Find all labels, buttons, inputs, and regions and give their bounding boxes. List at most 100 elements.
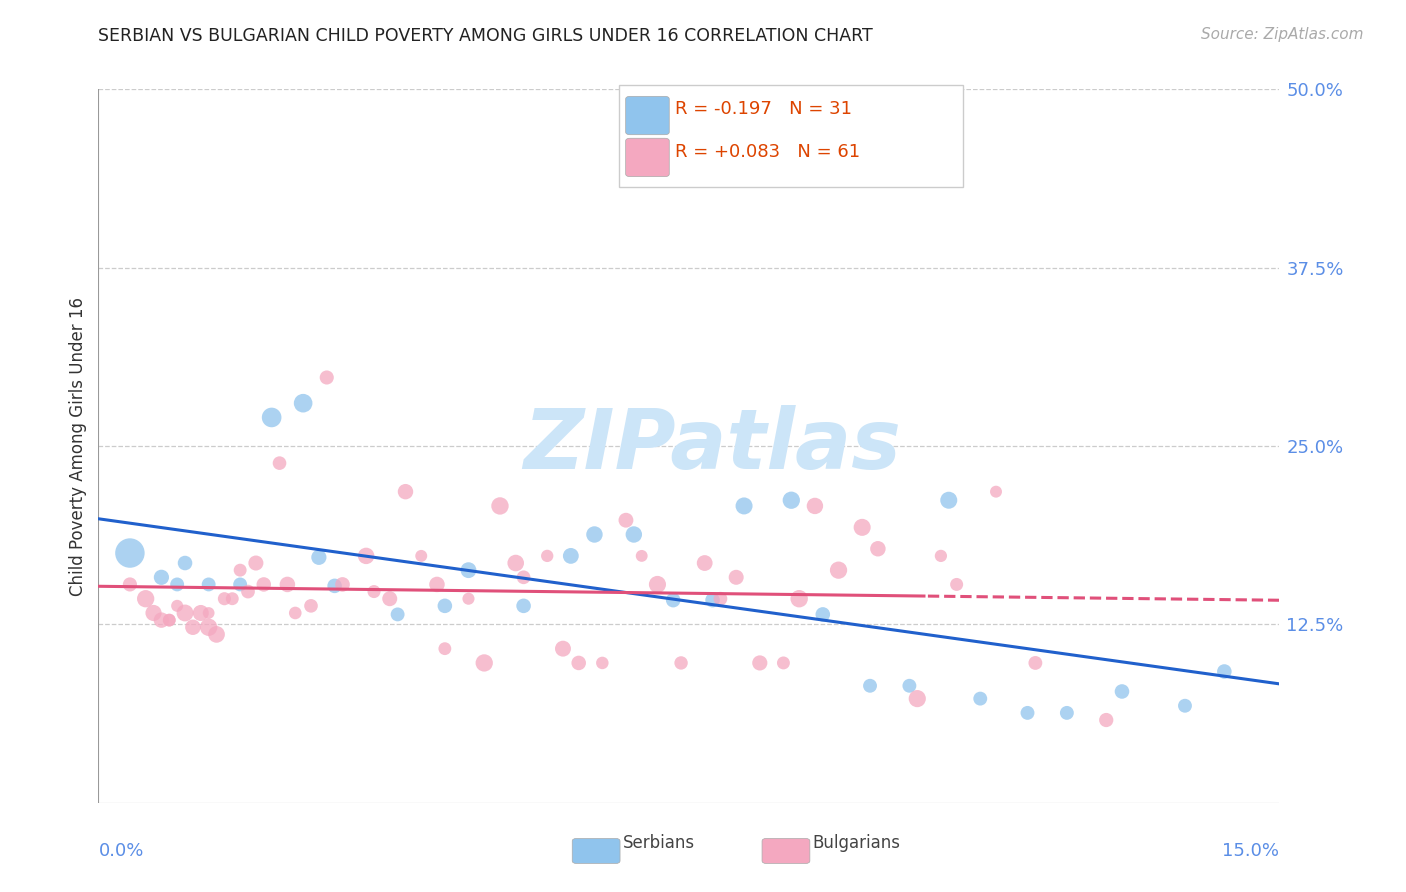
- Point: [614, 513, 637, 527]
- Point: [733, 499, 755, 513]
- Point: [787, 591, 810, 606]
- Point: [229, 577, 252, 591]
- Point: [1174, 698, 1197, 713]
- Point: [1213, 665, 1236, 679]
- Point: [205, 627, 228, 641]
- Point: [489, 499, 512, 513]
- Point: [851, 520, 873, 534]
- Point: [669, 656, 692, 670]
- Text: SERBIAN VS BULGARIAN CHILD POVERTY AMONG GIRLS UNDER 16 CORRELATION CHART: SERBIAN VS BULGARIAN CHILD POVERTY AMONG…: [98, 27, 873, 45]
- Point: [929, 549, 952, 563]
- Point: [308, 550, 330, 565]
- Point: [551, 641, 574, 656]
- Point: [898, 679, 921, 693]
- Point: [174, 606, 197, 620]
- Point: [1024, 656, 1046, 670]
- Text: Bulgarians: Bulgarians: [813, 834, 901, 852]
- Point: [583, 527, 606, 541]
- Point: [197, 620, 219, 634]
- Point: [387, 607, 409, 622]
- Text: R = -0.197   N = 31: R = -0.197 N = 31: [675, 100, 852, 118]
- Point: [969, 691, 991, 706]
- Point: [433, 599, 456, 613]
- Point: [411, 549, 433, 563]
- Point: [748, 656, 770, 670]
- Text: 15.0%: 15.0%: [1222, 842, 1279, 860]
- Point: [190, 606, 212, 620]
- Point: [197, 606, 219, 620]
- Point: [118, 577, 141, 591]
- Point: [229, 563, 252, 577]
- Point: [536, 549, 558, 563]
- Point: [214, 591, 236, 606]
- Point: [905, 691, 928, 706]
- Point: [174, 556, 197, 570]
- Point: [332, 577, 354, 591]
- Point: [1056, 706, 1078, 720]
- Point: [166, 599, 188, 613]
- Text: ZIPatlas: ZIPatlas: [523, 406, 901, 486]
- Text: Serbians: Serbians: [623, 834, 695, 852]
- Point: [780, 493, 803, 508]
- Point: [1111, 684, 1133, 698]
- Point: [260, 410, 283, 425]
- Point: [150, 570, 173, 584]
- Point: [591, 656, 613, 670]
- Point: [945, 577, 967, 591]
- Point: [662, 593, 685, 607]
- Point: [457, 563, 479, 577]
- Point: [772, 656, 794, 670]
- Point: [135, 591, 157, 606]
- Point: [647, 577, 669, 591]
- Point: [284, 606, 307, 620]
- Point: [709, 591, 731, 606]
- Point: [560, 549, 582, 563]
- Point: [512, 570, 534, 584]
- Point: [253, 577, 276, 591]
- Point: [315, 370, 337, 384]
- Point: [630, 549, 652, 563]
- Text: R = +0.083   N = 61: R = +0.083 N = 61: [675, 143, 860, 161]
- Point: [157, 613, 180, 627]
- Point: [804, 499, 827, 513]
- Point: [394, 484, 416, 499]
- Point: [157, 613, 180, 627]
- Point: [512, 599, 534, 613]
- Point: [472, 656, 495, 670]
- Point: [221, 591, 243, 606]
- Point: [938, 493, 960, 508]
- Point: [505, 556, 527, 570]
- Point: [827, 563, 849, 577]
- Point: [457, 591, 479, 606]
- Point: [984, 484, 1007, 499]
- Point: [236, 584, 259, 599]
- Point: [150, 613, 173, 627]
- Point: [859, 679, 882, 693]
- Point: [118, 546, 141, 560]
- Text: Source: ZipAtlas.com: Source: ZipAtlas.com: [1201, 27, 1364, 42]
- Point: [197, 577, 219, 591]
- Point: [292, 396, 315, 410]
- Point: [1095, 713, 1118, 727]
- Point: [354, 549, 377, 563]
- Point: [276, 577, 298, 591]
- Point: [433, 641, 456, 656]
- Point: [166, 577, 188, 591]
- Point: [142, 606, 165, 620]
- Point: [269, 456, 291, 470]
- Point: [299, 599, 322, 613]
- Point: [811, 607, 834, 622]
- Point: [181, 620, 204, 634]
- Point: [725, 570, 748, 584]
- Point: [866, 541, 889, 556]
- Y-axis label: Child Poverty Among Girls Under 16: Child Poverty Among Girls Under 16: [69, 296, 87, 596]
- Point: [378, 591, 401, 606]
- Point: [568, 656, 591, 670]
- Point: [702, 593, 724, 607]
- Point: [323, 579, 346, 593]
- Text: 0.0%: 0.0%: [98, 842, 143, 860]
- Point: [1017, 706, 1039, 720]
- Point: [426, 577, 449, 591]
- Point: [245, 556, 267, 570]
- Point: [363, 584, 385, 599]
